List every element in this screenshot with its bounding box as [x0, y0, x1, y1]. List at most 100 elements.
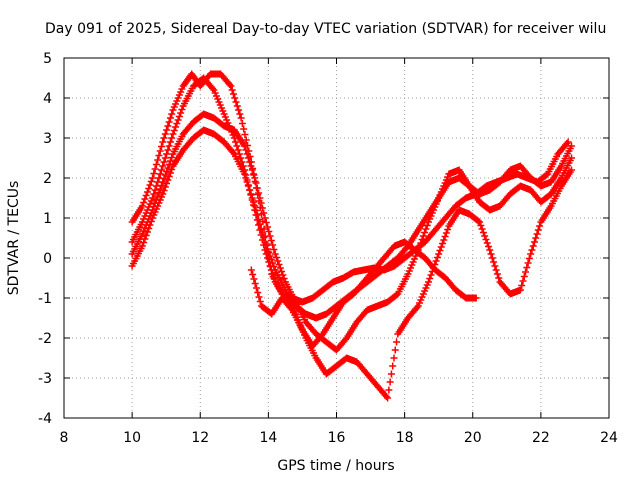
data-point — [253, 211, 261, 219]
data-point — [424, 278, 432, 286]
data-point — [166, 114, 174, 122]
data-point — [267, 237, 275, 244]
data-point — [229, 149, 237, 156]
y-axis-label: SDTVAR / TECUs — [6, 181, 22, 296]
data-point — [391, 346, 399, 354]
data-point — [481, 232, 489, 240]
data-point — [226, 81, 234, 88]
data-point — [138, 242, 146, 250]
data-point — [495, 274, 503, 282]
data-point — [435, 250, 443, 258]
data-point — [568, 142, 576, 150]
data-point — [178, 106, 186, 113]
x-tick-label: 20 — [464, 430, 482, 446]
data-point — [276, 264, 284, 272]
data-point — [256, 194, 264, 202]
data-point — [266, 252, 274, 260]
data-point — [168, 154, 176, 161]
data-point — [247, 266, 255, 274]
data-point — [164, 176, 172, 184]
data-point — [249, 198, 257, 206]
data-point — [244, 154, 252, 162]
data-point — [382, 393, 390, 400]
data-point — [419, 232, 427, 240]
data-point — [172, 123, 180, 131]
data-point — [165, 118, 173, 126]
data-point — [231, 94, 239, 102]
data-point — [164, 164, 172, 172]
data-point — [533, 230, 541, 238]
data-point — [160, 134, 168, 142]
data-point — [243, 178, 251, 186]
data-point — [244, 182, 252, 190]
y-tick-label: -1 — [38, 291, 52, 307]
data-point — [432, 257, 440, 265]
data-point — [141, 235, 149, 243]
data-point — [241, 142, 249, 150]
data-point — [516, 286, 524, 294]
data-point — [261, 238, 269, 246]
data-point — [563, 140, 571, 147]
data-point — [530, 238, 538, 246]
data-point — [275, 261, 283, 268]
data-point — [156, 147, 164, 155]
data-point — [166, 157, 174, 165]
data-point — [228, 86, 236, 94]
data-point — [389, 362, 397, 370]
data-point — [256, 298, 264, 305]
series-track-1 — [128, 70, 572, 306]
data-point — [278, 268, 286, 275]
data-point — [156, 185, 164, 193]
data-point — [158, 143, 166, 150]
data-point — [413, 304, 421, 311]
series-track-5 — [247, 238, 480, 350]
data-point — [439, 240, 447, 247]
data-point — [520, 273, 528, 280]
data-point — [266, 232, 274, 240]
data-point — [255, 293, 263, 301]
data-point — [267, 256, 275, 263]
data-point — [390, 354, 398, 362]
data-point — [387, 370, 395, 378]
data-point — [250, 275, 258, 283]
series-track-4 — [128, 126, 576, 402]
y-tick-label: 1 — [43, 211, 52, 227]
data-point — [492, 266, 500, 274]
data-point — [164, 122, 172, 130]
data-point — [252, 207, 260, 214]
data-point — [258, 229, 266, 237]
data-point — [238, 120, 246, 127]
data-point — [270, 263, 278, 270]
data-points — [128, 70, 576, 402]
x-tick-label: 14 — [259, 430, 277, 446]
data-point — [251, 202, 259, 210]
data-point — [151, 165, 159, 173]
data-point — [272, 254, 280, 261]
data-point — [248, 194, 256, 202]
data-point — [524, 259, 532, 267]
data-point — [260, 234, 268, 241]
data-point — [522, 268, 530, 276]
data-point — [444, 226, 452, 233]
data-point — [236, 110, 244, 118]
data-point — [257, 199, 265, 207]
data-point — [518, 282, 526, 289]
x-tick-label: 8 — [60, 430, 69, 446]
data-point — [252, 284, 260, 292]
data-point — [232, 98, 240, 106]
data-point — [149, 194, 157, 202]
data-point — [271, 250, 279, 258]
data-point — [384, 394, 392, 402]
data-point — [256, 220, 264, 228]
data-point — [485, 243, 493, 250]
data-point — [168, 166, 176, 173]
data-point — [564, 138, 572, 146]
data-point — [143, 228, 151, 236]
data-point — [254, 289, 262, 296]
data-point — [249, 170, 257, 178]
data-point — [482, 236, 490, 243]
data-point — [151, 186, 159, 194]
data-point — [143, 188, 151, 196]
x-tick-label: 10 — [123, 430, 141, 446]
data-point — [247, 190, 255, 198]
